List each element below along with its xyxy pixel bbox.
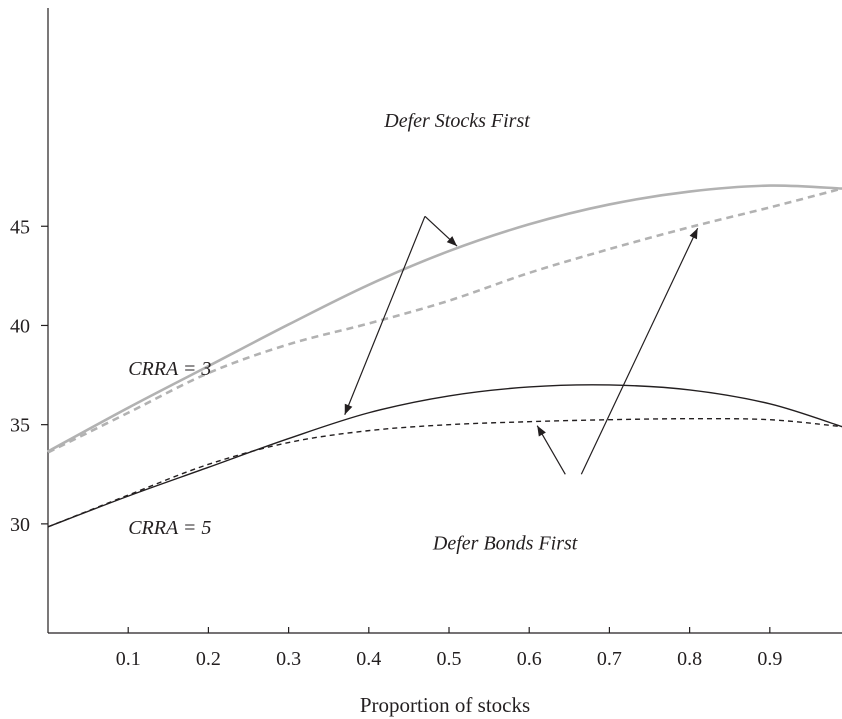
- annotation-layer: Defer Stocks First Defer Bonds First CRRA …: [128, 110, 578, 555]
- arrow-line: [580, 227, 699, 475]
- arrow-head: [446, 236, 458, 247]
- arrow-head: [344, 403, 353, 415]
- x-tick-label: 0.3: [276, 648, 301, 670]
- arrow-line: [344, 216, 426, 415]
- x-ticks: 0.1 0.2 0.3 0.4 0.5 0.6 0.7 0.8 0.9: [116, 627, 782, 670]
- arrow-head: [537, 425, 546, 437]
- x-tick-label: 0.6: [517, 648, 542, 670]
- series-line-3: [47, 384, 842, 528]
- series-line-2: [47, 187, 842, 454]
- annotation-label: Defer Stocks First: [383, 110, 530, 132]
- arrow-layer: [344, 215, 699, 475]
- y-tick-label: 35: [10, 415, 30, 437]
- x-tick-label: 0.9: [757, 648, 782, 670]
- annotation-label: CRRA = 5: [128, 517, 211, 539]
- y-ticks: 30 35 40 45: [10, 216, 48, 536]
- x-tick-label: 0.7: [597, 648, 622, 670]
- y-tick-label: 40: [10, 315, 30, 337]
- arrow-head: [689, 228, 698, 240]
- series-layer: [47, 184, 842, 528]
- annotation-label: Defer Bonds First: [432, 533, 578, 555]
- x-tick-label: 0.8: [677, 648, 702, 670]
- series-line-1: [47, 184, 842, 453]
- y-tick-label: 45: [10, 216, 30, 238]
- y-tick-label: 30: [10, 514, 30, 536]
- series-line-4: [47, 417, 842, 528]
- x-tick-label: 0.1: [116, 648, 141, 670]
- x-tick-label: 0.5: [437, 648, 462, 670]
- x-tick-label: 0.4: [356, 648, 381, 670]
- x-tick-label: 0.2: [196, 648, 221, 670]
- x-axis-label: Proportion of stocks: [360, 693, 530, 717]
- annotation-label: CRRA = 3: [128, 358, 211, 380]
